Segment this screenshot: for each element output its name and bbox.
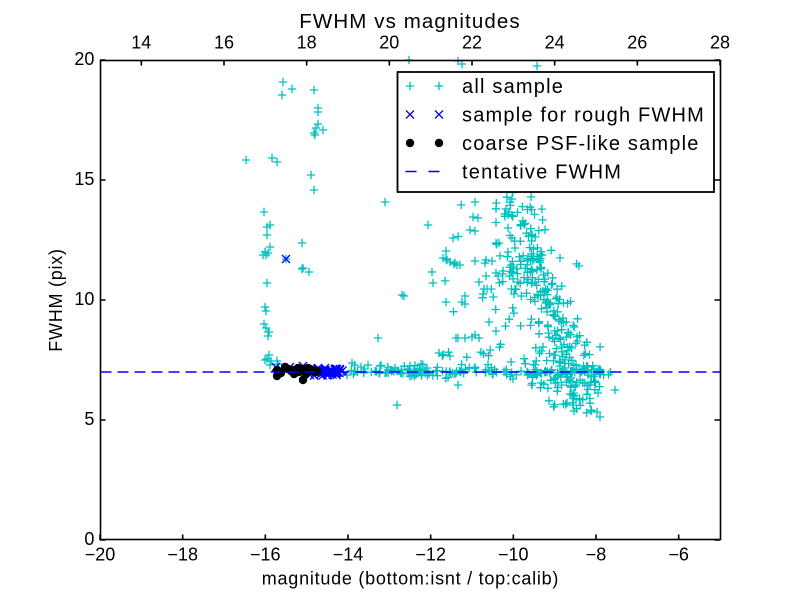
svg-text:28: 28 — [710, 33, 730, 53]
svg-text:−6: −6 — [668, 545, 689, 565]
svg-text:magnitude (bottom:isnt / top:c: magnitude (bottom:isnt / top:calib) — [262, 569, 559, 589]
svg-text:10: 10 — [74, 289, 94, 309]
svg-text:coarse PSF-like sample: coarse PSF-like sample — [462, 133, 700, 155]
svg-text:22: 22 — [462, 33, 482, 53]
svg-text:5: 5 — [84, 409, 94, 429]
svg-text:20: 20 — [379, 33, 399, 53]
svg-text:0: 0 — [84, 529, 94, 549]
svg-text:FWHM vs magnitudes: FWHM vs magnitudes — [299, 10, 520, 33]
svg-text:FWHM (pix): FWHM (pix) — [46, 248, 66, 351]
svg-text:14: 14 — [131, 33, 151, 53]
svg-text:−10: −10 — [498, 545, 529, 565]
svg-text:−16: −16 — [250, 545, 281, 565]
svg-text:−20: −20 — [85, 545, 116, 565]
svg-text:20: 20 — [74, 49, 94, 69]
svg-text:−8: −8 — [586, 545, 607, 565]
svg-text:24: 24 — [545, 33, 565, 53]
svg-text:−18: −18 — [167, 545, 198, 565]
svg-text:sample for rough FWHM: sample for rough FWHM — [462, 105, 705, 127]
svg-text:−14: −14 — [333, 545, 364, 565]
svg-text:26: 26 — [627, 33, 647, 53]
svg-text:16: 16 — [214, 33, 234, 53]
svg-text:18: 18 — [297, 33, 317, 53]
svg-text:all sample: all sample — [462, 76, 564, 98]
svg-text:−12: −12 — [415, 545, 446, 565]
svg-text:15: 15 — [74, 169, 94, 189]
svg-text:tentative FWHM: tentative FWHM — [462, 162, 622, 184]
